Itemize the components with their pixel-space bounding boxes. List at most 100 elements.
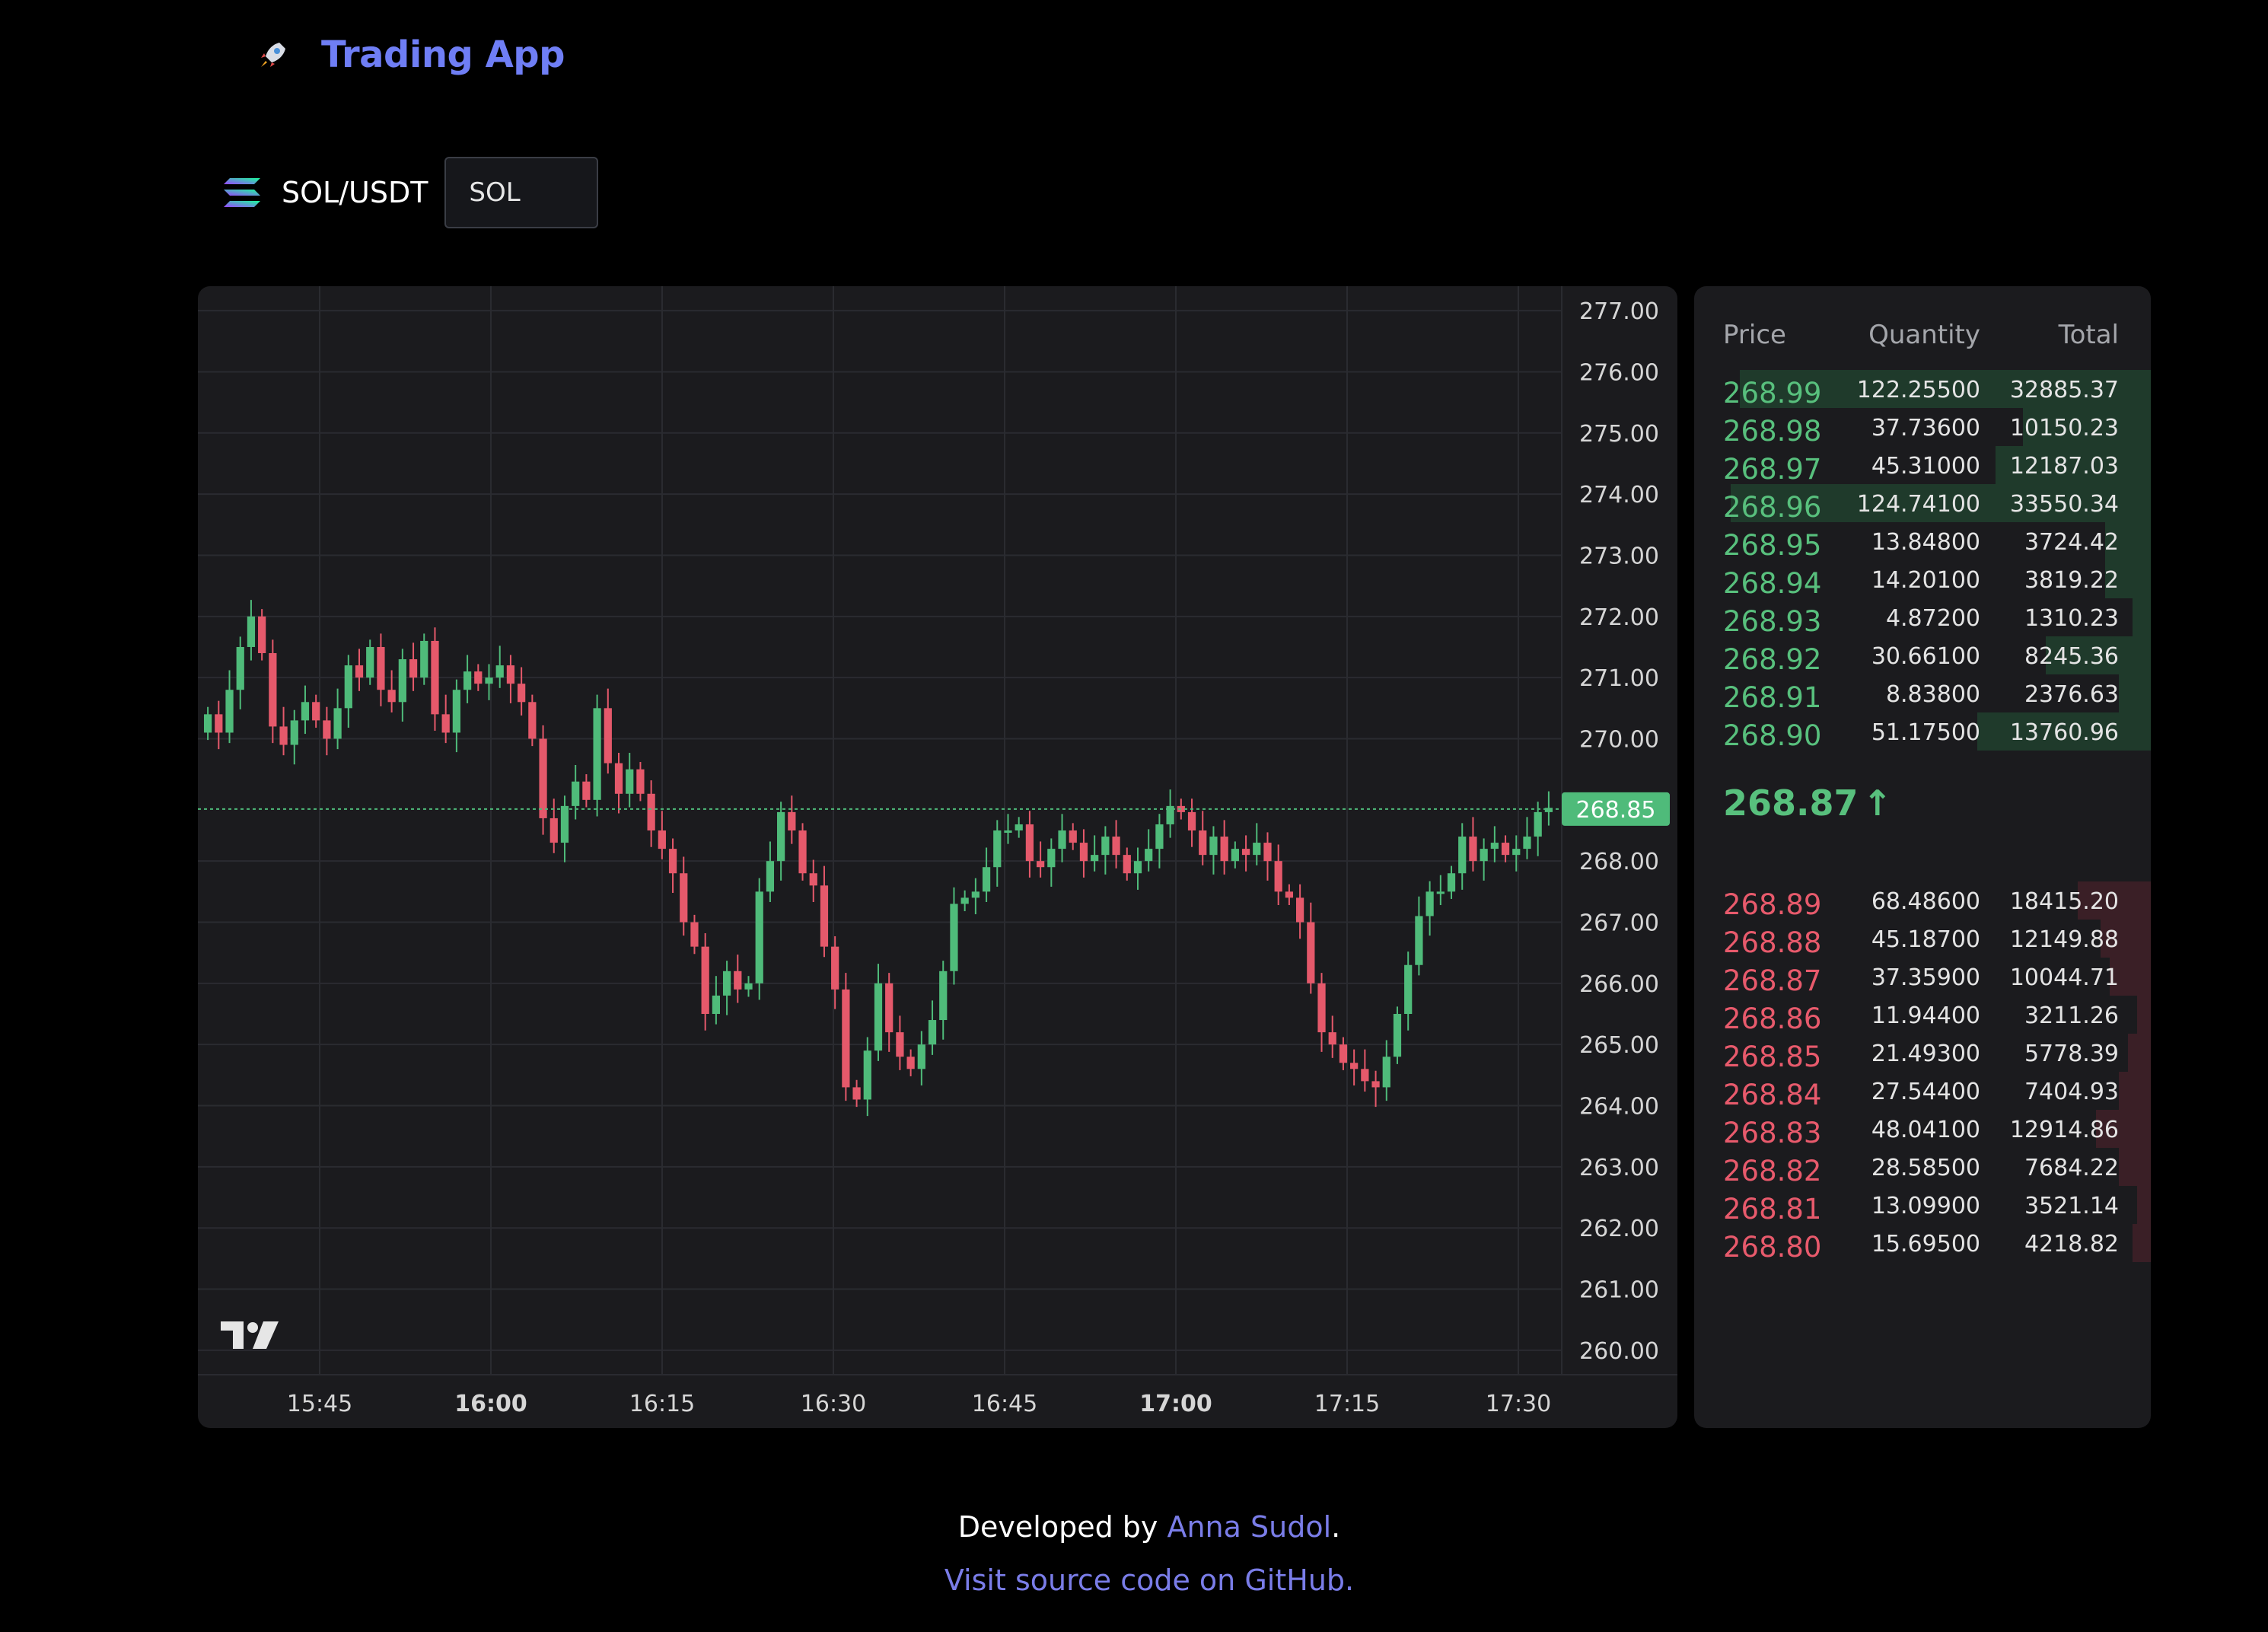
bid-row[interactable]: 268.88 45.18700 12149.88 (1694, 920, 2151, 959)
bid-quantity: 45.18700 (1871, 926, 1980, 953)
bid-row[interactable]: 268.86 11.94400 3211.26 (1694, 996, 2151, 1035)
bid-row[interactable]: 268.81 13.09900 3521.14 (1694, 1186, 2151, 1226)
candle (333, 688, 342, 750)
ask-row[interactable]: 268.91 8.83800 2376.63 (1694, 674, 2151, 714)
candle-body (885, 983, 894, 1033)
bid-row[interactable]: 268.84 27.54400 7404.93 (1694, 1072, 2151, 1111)
bid-quantity: 27.54400 (1871, 1079, 1980, 1105)
bid-row[interactable]: 268.85 21.49300 5778.39 (1694, 1034, 2151, 1073)
ask-quantity: 124.74100 (1856, 491, 1980, 518)
candle-body (1069, 830, 1077, 843)
ask-quantity: 45.31000 (1871, 453, 1980, 480)
bid-depth-bar (2133, 1224, 2151, 1262)
candle (1037, 841, 1045, 878)
candle (1079, 829, 1088, 878)
candle (917, 1031, 925, 1086)
bid-price: 268.80 (1723, 1231, 1822, 1264)
candle-body (680, 873, 688, 923)
candle-body (1263, 843, 1272, 862)
y-tick-label: 262.00 (1579, 1216, 1659, 1242)
bid-row[interactable]: 268.82 28.58500 7684.22 (1694, 1148, 2151, 1187)
candle-body (1295, 897, 1304, 923)
ask-price: 268.99 (1723, 377, 1822, 410)
ask-total: 2376.63 (2024, 681, 2119, 708)
bid-total: 3521.14 (2024, 1193, 2119, 1219)
y-tick-label: 264.00 (1579, 1094, 1659, 1120)
x-tick-label: 16:30 (801, 1391, 866, 1417)
candle (1091, 835, 1099, 872)
candle (636, 762, 645, 802)
candle-body (1307, 922, 1315, 983)
price-chart[interactable]: 277.00 276.00 275.00 274.00 273.00 272.00 271.… (198, 286, 1677, 1428)
ask-row[interactable]: 268.90 51.17500 13760.96 (1694, 712, 2151, 752)
candle (1436, 875, 1445, 906)
y-tick-label: 265.00 (1579, 1032, 1659, 1059)
candlestick-chart[interactable]: 277.00 276.00 275.00 274.00 273.00 272.00 271.… (198, 286, 1677, 1428)
candle (658, 811, 666, 859)
app-title: Trading App (321, 33, 565, 76)
candle (1015, 817, 1023, 838)
y-tick-label: 277.00 (1579, 298, 1659, 325)
candle-body (722, 971, 731, 996)
symbol-input[interactable] (444, 157, 599, 228)
ask-row[interactable]: 268.99 122.25500 32885.37 (1694, 370, 2151, 410)
ask-row[interactable]: 268.92 30.66100 8245.36 (1694, 636, 2151, 676)
candle (1058, 814, 1066, 862)
bid-row[interactable]: 268.87 37.35900 10044.71 (1694, 958, 2151, 997)
ask-depth-bar (1731, 484, 2151, 522)
candle-body (690, 922, 699, 947)
candle-body (582, 781, 591, 800)
header-total: Total (2058, 320, 2119, 350)
x-tick-label: 16:00 (454, 1391, 527, 1417)
bid-price: 268.89 (1723, 888, 1822, 921)
candle (1209, 826, 1218, 875)
ask-price: 268.96 (1723, 491, 1822, 524)
candle (626, 752, 634, 808)
candle (788, 795, 796, 844)
github-link[interactable]: Visit source code on GitHub. (944, 1563, 1355, 1597)
ask-row[interactable]: 268.97 45.31000 12187.03 (1694, 446, 2151, 486)
candle (668, 838, 677, 893)
candle (1199, 811, 1207, 865)
candle-body (777, 811, 785, 862)
bid-row[interactable]: 268.89 68.48600 18415.20 (1694, 881, 2151, 921)
candle (398, 649, 406, 722)
candle (506, 655, 515, 703)
bid-total: 12914.86 (2009, 1117, 2119, 1143)
candle-body (1101, 837, 1110, 856)
candle-body (1047, 849, 1056, 868)
candle-body (712, 995, 720, 1015)
ask-row[interactable]: 268.98 37.73600 10150.23 (1694, 408, 2151, 448)
candle-body (420, 640, 428, 678)
candle-body (734, 971, 742, 990)
candle (1112, 820, 1120, 869)
candle (420, 633, 428, 685)
solana-logo-icon (224, 178, 260, 207)
candle-body (636, 769, 645, 794)
candle (993, 820, 1002, 887)
bid-depth-bar (2119, 1148, 2151, 1186)
ask-depth-bar (1740, 370, 2151, 408)
author-link[interactable]: Anna Sudol (1167, 1510, 1332, 1544)
bid-depth-bar (2078, 881, 2151, 920)
bid-row[interactable]: 268.83 48.04100 12914.86 (1694, 1110, 2151, 1149)
candle (1253, 823, 1261, 865)
bid-row[interactable]: 268.80 15.69500 4218.82 (1694, 1224, 2151, 1264)
ask-row[interactable]: 268.94 14.20100 3819.22 (1694, 560, 2151, 600)
candle (387, 670, 396, 712)
candle (1145, 829, 1153, 872)
candle-body (1004, 830, 1012, 833)
candle (831, 936, 839, 1009)
ask-quantity: 30.66100 (1871, 643, 1980, 670)
candle-body (387, 690, 396, 703)
candle (1285, 884, 1294, 906)
candle (258, 609, 266, 661)
bid-depth-bar (2128, 1034, 2151, 1072)
ask-row[interactable]: 268.93 4.87200 1310.23 (1694, 598, 2151, 638)
bid-depth-bar (2119, 1072, 2151, 1110)
ask-row[interactable]: 268.96 124.74100 33550.34 (1694, 484, 2151, 524)
candle-body (1328, 1032, 1336, 1045)
ask-row[interactable]: 268.95 13.84800 3724.42 (1694, 522, 2151, 562)
candle-body (614, 763, 623, 794)
candle (1263, 832, 1272, 881)
